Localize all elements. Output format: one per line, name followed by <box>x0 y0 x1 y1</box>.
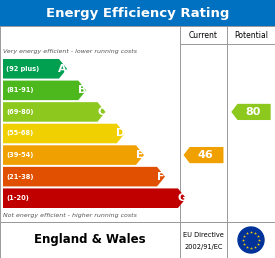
Bar <box>0 222 275 258</box>
Text: B: B <box>78 85 86 95</box>
Text: (69-80): (69-80) <box>6 109 34 115</box>
Text: Very energy efficient - lower running costs: Very energy efficient - lower running co… <box>3 49 137 53</box>
Text: Potential: Potential <box>234 30 268 39</box>
Text: (55-68): (55-68) <box>6 131 33 136</box>
Text: Energy Efficiency Rating: Energy Efficiency Rating <box>46 6 229 20</box>
Text: A: A <box>58 64 67 74</box>
Polygon shape <box>3 102 106 122</box>
Text: E: E <box>136 150 144 160</box>
Text: EU Directive: EU Directive <box>183 232 224 238</box>
Text: 80: 80 <box>245 107 261 117</box>
Polygon shape <box>3 124 125 143</box>
Text: C: C <box>97 107 105 117</box>
Text: D: D <box>116 128 125 139</box>
Polygon shape <box>3 145 144 165</box>
Text: (81-91): (81-91) <box>6 87 34 93</box>
Text: (92 plus): (92 plus) <box>6 66 39 72</box>
Text: (39-54): (39-54) <box>6 152 33 158</box>
Text: England & Wales: England & Wales <box>34 233 146 246</box>
Text: (21-38): (21-38) <box>6 174 34 180</box>
Polygon shape <box>3 167 165 187</box>
Text: 46: 46 <box>198 150 213 160</box>
Bar <box>0 0 275 26</box>
Polygon shape <box>3 188 186 208</box>
Text: 2002/91/EC: 2002/91/EC <box>184 244 223 250</box>
Text: F: F <box>157 172 164 182</box>
Polygon shape <box>3 80 86 100</box>
Polygon shape <box>3 59 67 79</box>
Circle shape <box>238 227 264 253</box>
Text: Current: Current <box>189 30 218 39</box>
Text: G: G <box>177 193 186 203</box>
Polygon shape <box>231 104 271 120</box>
Text: (1-20): (1-20) <box>6 195 29 201</box>
Bar <box>0 26 275 222</box>
Text: Not energy efficient - higher running costs: Not energy efficient - higher running co… <box>3 213 137 218</box>
Polygon shape <box>183 147 224 163</box>
